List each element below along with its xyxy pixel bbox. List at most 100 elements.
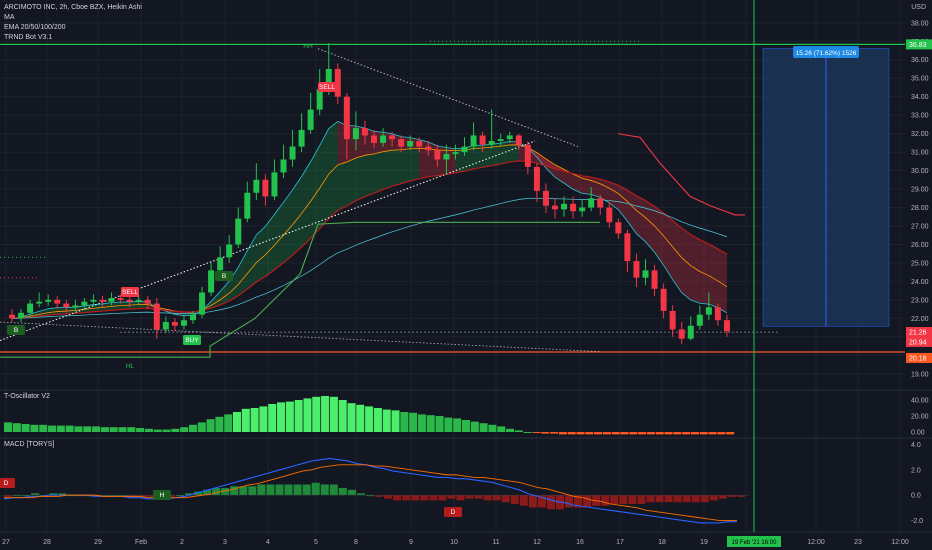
macd-histogram-bar	[492, 495, 501, 501]
candle-body	[615, 222, 622, 234]
candle-body	[54, 299, 61, 304]
oscillator-title[interactable]: T-Oscillator V2	[4, 393, 50, 400]
ema-ribbon-slow	[292, 213, 302, 256]
oscillator-bar	[664, 432, 673, 435]
trend-step-green	[0, 221, 600, 358]
macd-histogram-bar	[31, 493, 40, 496]
sell-signal-1-bg	[121, 287, 139, 297]
macd-signal-line	[4, 464, 737, 521]
candle-body	[90, 299, 97, 302]
oscillator-bar	[197, 422, 206, 432]
candle-body	[117, 298, 124, 300]
macd-histogram-bar	[447, 495, 456, 499]
macd-histogram-bar	[248, 486, 257, 496]
candle-body	[497, 139, 504, 142]
candle-body	[380, 135, 387, 143]
macd-histogram-bar	[528, 495, 537, 508]
oscillator-bar	[497, 426, 506, 432]
oscillator-bar	[532, 432, 541, 433]
oscillator-bar	[329, 396, 338, 432]
time-tick-label: 10	[450, 539, 458, 546]
macd-histogram-bar	[438, 495, 447, 501]
oscillator-bar	[365, 406, 374, 432]
trend-step-red	[617, 133, 745, 216]
ema-ribbon-slow	[328, 164, 338, 219]
candle-body	[579, 207, 586, 212]
price-range-measure[interactable]: 15.26 (71.62%) 1526	[762, 46, 890, 327]
macd-histogram-bar	[565, 495, 574, 508]
price-tag-top-bg	[906, 39, 932, 50]
candle-body	[570, 203, 577, 212]
price-axes[interactable]: 38.0037.0036.0035.0034.0033.0032.0031.00…	[906, 20, 932, 525]
price-tick-label: 33.00	[911, 113, 929, 120]
buy-signal: BUY	[185, 337, 199, 344]
time-tick-label: 18	[658, 539, 666, 546]
price-tick-label: 24.00	[911, 279, 929, 286]
candle-body	[696, 314, 703, 326]
ema-ribbon-slow	[355, 155, 365, 201]
oscillator-bar	[558, 432, 567, 435]
candle-body	[597, 198, 604, 208]
oscillator-bar	[153, 429, 162, 432]
oscillator-bar	[426, 415, 435, 432]
ema-ribbon-fast	[220, 281, 230, 300]
ema-100-line	[11, 160, 728, 319]
macd-histogram-bar	[465, 495, 474, 499]
macd-title[interactable]: MACD [TORYS]	[4, 441, 55, 448]
d-marker-2: D	[451, 509, 456, 516]
macd-histogram-bar	[103, 495, 112, 497]
oscillator-bar	[30, 424, 39, 432]
legend-symbol[interactable]: ARCIMOTO INC, 2h, Cboe BZX, Heikin Ashi	[4, 4, 142, 11]
ema-ribbon-fast	[283, 189, 293, 236]
time-tick-label: 17	[616, 539, 624, 546]
candle-body	[524, 144, 531, 167]
ema-ribbon-fast	[591, 180, 601, 198]
trendline-down	[317, 48, 579, 148]
time-tick-label: 28	[43, 539, 51, 546]
macd-histogram-bar	[673, 495, 682, 503]
macd-histogram-bar	[121, 495, 130, 497]
macd-histogram-bar	[148, 495, 157, 497]
oscillator-bar	[56, 425, 65, 432]
candle-body	[561, 203, 568, 210]
ema-ribbon-fast	[319, 128, 329, 189]
macd-histogram-bar	[58, 493, 67, 496]
oscillator-bar	[470, 421, 479, 432]
oscillator-bar	[206, 419, 215, 432]
candles[interactable]	[9, 43, 730, 345]
legend-line-ma[interactable]: MA	[4, 14, 15, 21]
time-tick-label: 29	[94, 539, 102, 546]
legend-line-ema[interactable]: EMA 20/50/100/200	[4, 24, 66, 31]
candle-body	[488, 141, 495, 145]
candle-body	[542, 190, 549, 206]
macd-histogram-bar	[619, 495, 628, 504]
time-tick-label: 5	[314, 539, 318, 546]
ema-ribbon-slow	[220, 293, 230, 305]
oscillator-bar	[620, 432, 629, 435]
candle-body	[334, 68, 341, 97]
oscillator-bar	[268, 404, 277, 432]
candle-body	[361, 128, 368, 136]
trendline-base	[0, 321, 601, 352]
ema-ribbon-slow	[346, 157, 356, 206]
price-tag-mid: 20.94	[909, 339, 927, 346]
oscillator-bar	[127, 427, 136, 432]
oscillator-bar	[312, 396, 321, 432]
d-marker-1-bg	[0, 478, 15, 488]
macd-histogram-bar	[194, 491, 203, 496]
oscillator-bar	[585, 432, 594, 435]
oscillator-bar	[356, 404, 365, 432]
time-tick-label: 3	[223, 539, 227, 546]
ema-ribbon-fast	[582, 178, 592, 195]
time-axis[interactable]: 272829Feb234589101112161718192212:002312…	[2, 536, 909, 547]
time-tick-label: 12:00	[807, 539, 825, 546]
macd-histogram-bar	[637, 495, 646, 504]
candle-body	[533, 166, 540, 191]
ema-ribbon-slow	[337, 161, 347, 211]
ema-ribbon-slow	[138, 304, 148, 309]
ema-ribbon-slow	[482, 147, 492, 168]
ema-ribbon-slow	[364, 153, 374, 197]
legend-line-trnd[interactable]: TRND Bot V3.1	[4, 34, 53, 41]
macd-tick-label: 4.0	[911, 442, 921, 449]
